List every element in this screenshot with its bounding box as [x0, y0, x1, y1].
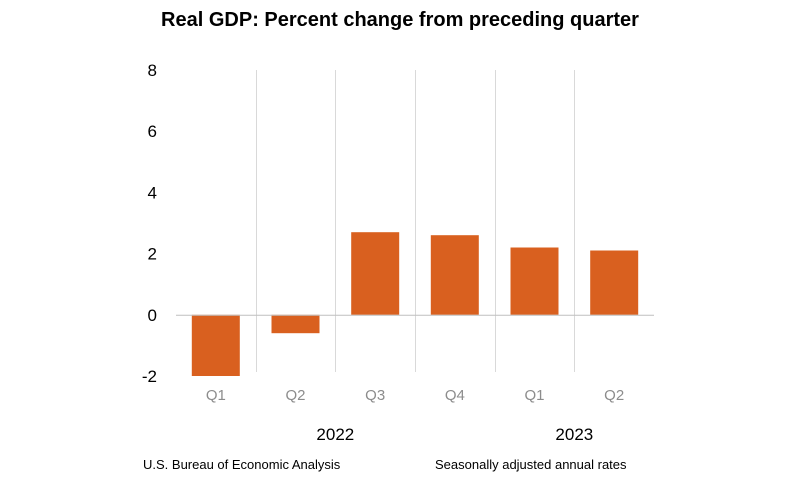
- bar-2: [271, 314, 320, 334]
- x-category-label: Q2: [285, 387, 305, 404]
- y-tick-label: 8: [148, 61, 157, 80]
- gdp-bar-chart: -2 0 2 4 6 8 Q1 Q2 Q3 Q4 Q1 Q2 2022 2023: [142, 61, 654, 444]
- y-tick-label: 6: [148, 122, 157, 141]
- x-category-label: Q1: [524, 387, 544, 404]
- bars: [191, 232, 639, 376]
- x-axis-year-groups: 2022 2023: [316, 425, 593, 444]
- bar-1: [191, 314, 240, 376]
- bar-4: [430, 235, 479, 315]
- x-category-label: Q3: [365, 387, 385, 404]
- year-group-label: 2023: [555, 425, 593, 444]
- y-axis-ticks: -2 0 2 4 6 8: [142, 61, 157, 386]
- x-category-label: Q4: [445, 387, 465, 404]
- x-category-label: Q2: [604, 387, 624, 404]
- y-tick-label: -2: [142, 367, 157, 386]
- y-tick-label: 2: [148, 245, 157, 264]
- chart-title: Real GDP: Percent change from preceding …: [161, 9, 639, 31]
- bar-6: [590, 250, 639, 315]
- x-axis-categories: Q1 Q2 Q3 Q4 Q1 Q2: [206, 387, 624, 404]
- year-group-label: 2022: [316, 425, 354, 444]
- grid-lines: [256, 70, 575, 372]
- y-tick-label: 0: [148, 306, 157, 325]
- bar-3: [351, 232, 400, 315]
- rate-note: Seasonally adjusted annual rates: [435, 457, 627, 472]
- source-note: U.S. Bureau of Economic Analysis: [143, 457, 341, 472]
- x-category-label: Q1: [206, 387, 226, 404]
- y-tick-label: 4: [148, 183, 157, 202]
- bar-5: [510, 247, 559, 315]
